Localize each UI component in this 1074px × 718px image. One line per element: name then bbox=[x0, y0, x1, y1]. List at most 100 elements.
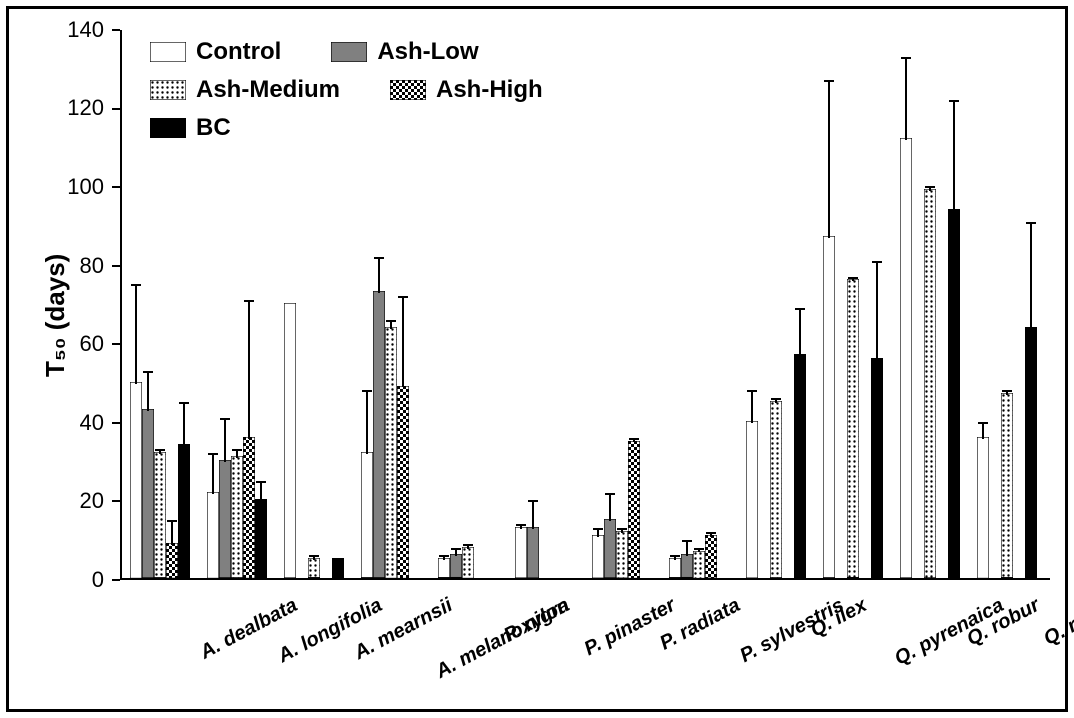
bar-ash_high bbox=[243, 437, 255, 578]
bar-control bbox=[823, 236, 835, 578]
bar-ash_low bbox=[373, 291, 385, 578]
error-bar-cap bbox=[167, 520, 177, 522]
error-bar-cap bbox=[143, 371, 153, 373]
error-bar bbox=[828, 81, 830, 238]
error-bar-cap bbox=[706, 532, 716, 534]
y-tick-label: 60 bbox=[0, 331, 104, 357]
bar-control bbox=[977, 437, 989, 578]
bar-ash_high bbox=[705, 535, 717, 578]
bar-ash_medium bbox=[462, 547, 474, 578]
error-bar bbox=[248, 301, 250, 439]
error-bar-cap bbox=[208, 453, 218, 455]
legend-swatch bbox=[150, 80, 186, 100]
bar-control bbox=[207, 492, 219, 578]
y-tick bbox=[112, 265, 120, 267]
error-bar-cap bbox=[244, 300, 254, 302]
bar-ash_high bbox=[166, 543, 178, 578]
error-bar bbox=[378, 258, 380, 293]
bar-ash_high bbox=[397, 386, 409, 579]
error-bar-cap bbox=[747, 390, 757, 392]
legend: Control Ash-Low Ash-Medium Ash-High BC bbox=[150, 38, 670, 152]
legend-label: Ash-Medium bbox=[196, 76, 340, 104]
error-bar bbox=[1030, 223, 1032, 329]
error-bar-cap bbox=[682, 540, 692, 542]
legend-item-bc: BC bbox=[150, 114, 231, 142]
legend-label: BC bbox=[196, 114, 231, 142]
error-bar-cap bbox=[605, 493, 615, 495]
error-bar-cap bbox=[256, 481, 266, 483]
bar-bc bbox=[794, 354, 806, 578]
legend-item-ash_low: Ash-Low bbox=[331, 38, 478, 66]
error-bar bbox=[402, 297, 404, 387]
legend-swatch bbox=[150, 42, 186, 62]
error-bar bbox=[609, 494, 611, 522]
error-bar-cap bbox=[179, 402, 189, 404]
error-bar-cap bbox=[131, 284, 141, 286]
error-bar-cap bbox=[795, 308, 805, 310]
error-bar bbox=[171, 521, 173, 545]
error-bar-cap bbox=[386, 320, 396, 322]
y-tick bbox=[112, 186, 120, 188]
y-tick bbox=[112, 29, 120, 31]
bar-bc bbox=[871, 358, 883, 578]
error-bar-cap bbox=[670, 555, 680, 557]
error-bar bbox=[147, 372, 149, 411]
error-bar bbox=[876, 262, 878, 360]
error-bar-cap bbox=[925, 186, 935, 188]
y-tick bbox=[112, 343, 120, 345]
error-bar bbox=[390, 321, 392, 329]
y-tick-label: 120 bbox=[0, 95, 104, 121]
bar-ash_medium bbox=[616, 531, 628, 578]
error-bar-cap bbox=[439, 555, 449, 557]
error-bar-cap bbox=[593, 528, 603, 530]
bar-ash_high bbox=[628, 441, 640, 579]
bar-bc bbox=[1025, 327, 1037, 578]
bar-ash_medium bbox=[231, 456, 243, 578]
bar-ash_medium bbox=[385, 327, 397, 578]
error-bar bbox=[183, 403, 185, 446]
chart-container: T₅₀ (days) ControlAsh-LowAsh-MediumAsh-H… bbox=[0, 0, 1074, 718]
bar-ash_medium bbox=[847, 279, 859, 578]
bar-ash_medium bbox=[1001, 393, 1013, 578]
bar-ash_low bbox=[450, 554, 462, 578]
error-bar-cap bbox=[617, 528, 627, 530]
bar-ash_medium bbox=[924, 189, 936, 578]
y-tick-label: 40 bbox=[0, 410, 104, 436]
legend-label: Ash-High bbox=[436, 76, 543, 104]
error-bar bbox=[982, 423, 984, 439]
bar-control bbox=[438, 558, 450, 578]
bar-bc bbox=[948, 209, 960, 578]
error-bar bbox=[455, 549, 457, 557]
bar-ash_medium bbox=[693, 551, 705, 579]
error-bar-cap bbox=[309, 555, 319, 557]
error-bar bbox=[799, 309, 801, 356]
error-bar bbox=[260, 482, 262, 502]
error-bar-cap bbox=[949, 100, 959, 102]
bar-ash_low bbox=[142, 409, 154, 578]
error-bar-cap bbox=[901, 57, 911, 59]
error-bar-cap bbox=[978, 422, 988, 424]
error-bar-cap bbox=[232, 449, 242, 451]
bar-ash_medium bbox=[770, 401, 782, 578]
bar-control bbox=[746, 421, 758, 578]
bar-control bbox=[361, 452, 373, 578]
y-tick bbox=[112, 108, 120, 110]
bar-ash_low bbox=[604, 519, 616, 578]
error-bar-cap bbox=[629, 438, 639, 440]
legend-swatch bbox=[150, 118, 186, 138]
error-bar bbox=[905, 58, 907, 141]
error-bar bbox=[135, 285, 137, 383]
y-tick-label: 0 bbox=[0, 567, 104, 593]
y-tick bbox=[112, 500, 120, 502]
y-tick-label: 140 bbox=[0, 17, 104, 43]
error-bar-cap bbox=[220, 418, 230, 420]
y-tick-label: 20 bbox=[0, 488, 104, 514]
error-bar-cap bbox=[528, 500, 538, 502]
legend-label: Control bbox=[196, 38, 281, 66]
error-bar bbox=[532, 501, 534, 529]
error-bar-cap bbox=[848, 277, 858, 279]
legend-swatch bbox=[390, 80, 426, 100]
error-bar-cap bbox=[362, 390, 372, 392]
bar-ash_medium bbox=[308, 558, 320, 578]
error-bar-cap bbox=[398, 296, 408, 298]
